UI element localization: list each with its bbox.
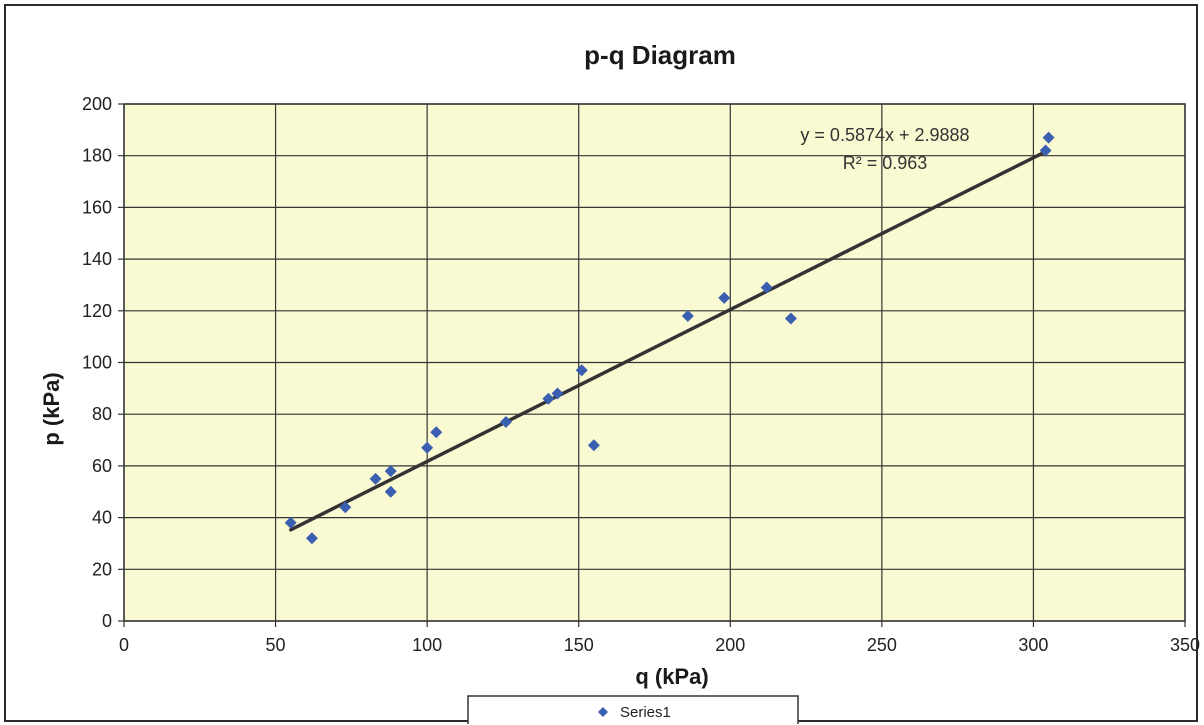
data-point: [587, 439, 600, 452]
data-point: [1042, 131, 1055, 144]
trendline: [288, 148, 1051, 532]
data-point: [542, 392, 555, 405]
x-tick-label: 100: [412, 635, 442, 655]
y-axis-label: p (kPa): [39, 372, 64, 445]
y-tick-label: 140: [82, 249, 112, 269]
y-tick-label: 80: [92, 404, 112, 424]
data-point: [421, 441, 434, 454]
y-tick-label: 40: [92, 508, 112, 528]
y-tick-label: 0: [102, 611, 112, 631]
data-point: [784, 312, 797, 325]
y-tick-label: 200: [82, 94, 112, 114]
grid: [118, 103, 1186, 627]
data-point: [384, 485, 397, 498]
data-points: [284, 131, 1055, 545]
data-point: [369, 472, 382, 485]
data-point: [284, 516, 297, 529]
data-point: [305, 532, 318, 545]
legend: Series1: [467, 695, 799, 724]
legend-box: [467, 695, 799, 724]
x-tick-label: 50: [266, 635, 286, 655]
data-point: [1039, 144, 1052, 157]
y-tick-label: 100: [82, 353, 112, 373]
legend-marker-diamond: [598, 707, 608, 717]
data-point: [760, 281, 773, 294]
x-tick-label: 0: [119, 635, 129, 655]
tick-labels: 0 20 40 60 80 100 120 140 160 180 200 0 50 100 150 200 2…: [82, 94, 1200, 655]
y-tick-label: 180: [82, 146, 112, 166]
x-tick-label: 350: [1170, 635, 1200, 655]
trendline-equation: y = 0.5874x + 2.9888: [800, 125, 969, 145]
chart-svg: p-q Diagram 0204060801001201401601802000…: [39, 40, 1200, 724]
trendline-group: [288, 148, 1051, 532]
y-tick-label: 120: [82, 301, 112, 321]
x-tick-label: 200: [715, 635, 745, 655]
x-tick-label: 150: [564, 635, 594, 655]
x-tick-label: 250: [867, 635, 897, 655]
data-point: [339, 501, 352, 514]
data-point: [718, 291, 731, 304]
y-tick-label: 60: [92, 456, 112, 476]
x-axis-label: q (kPa): [635, 664, 708, 689]
data-point: [430, 426, 443, 439]
trendline-r2: R² = 0.963: [843, 153, 928, 173]
legend-entry-series1: Series1: [620, 704, 671, 721]
data-point: [384, 465, 397, 478]
y-tick-label: 20: [92, 559, 112, 579]
chart-title: p-q Diagram: [584, 40, 736, 70]
x-tick-label: 300: [1018, 635, 1048, 655]
chart-frame: p-q Diagram 0 20 40 60 80 100 120 140 160 180 200 0…: [4, 4, 1200, 724]
y-tick-label: 160: [82, 197, 112, 217]
data-point: [575, 364, 588, 377]
data-point: [551, 387, 564, 400]
data-point: [681, 309, 694, 322]
data-point: [499, 415, 512, 428]
